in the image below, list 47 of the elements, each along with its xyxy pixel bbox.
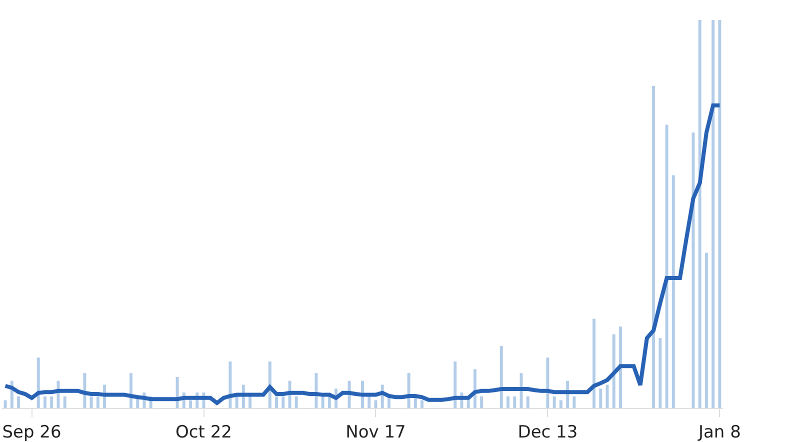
bar <box>374 400 378 408</box>
x-tick-label: Sep 26 <box>2 422 62 442</box>
bar <box>698 20 702 408</box>
bar <box>665 124 668 408</box>
bar <box>718 20 722 408</box>
bar <box>672 175 675 408</box>
bar <box>228 361 232 408</box>
bar <box>282 396 285 408</box>
bar <box>294 396 298 408</box>
bar <box>4 400 7 408</box>
bar <box>618 326 622 408</box>
bar <box>17 396 20 408</box>
bar <box>513 396 516 408</box>
bar <box>275 396 278 408</box>
bar <box>50 396 54 408</box>
bar <box>44 396 46 408</box>
bar <box>321 396 324 408</box>
bar <box>506 396 510 408</box>
bar <box>658 338 662 408</box>
bar <box>420 400 424 408</box>
x-tick-label: Dec 13 <box>518 422 578 442</box>
bar <box>526 396 530 408</box>
bar <box>368 396 371 408</box>
bar <box>559 400 562 408</box>
bar <box>63 396 66 408</box>
bar <box>96 396 100 408</box>
bar <box>328 396 331 408</box>
bar <box>552 396 556 408</box>
x-tick-label: Jan 8 <box>697 422 741 442</box>
bar <box>572 396 576 408</box>
bar <box>612 334 616 408</box>
bar <box>712 20 715 408</box>
bar <box>546 358 550 408</box>
bar <box>592 318 596 408</box>
bar <box>480 396 484 408</box>
bar <box>189 400 192 408</box>
bar <box>652 86 656 408</box>
bar <box>454 361 457 408</box>
bar <box>500 346 503 408</box>
x-tick-label: Nov 17 <box>346 422 406 442</box>
bar <box>599 388 602 408</box>
bar <box>704 252 708 408</box>
bar <box>248 396 252 408</box>
x-tick-label: Oct 22 <box>176 422 232 442</box>
bar <box>90 396 93 408</box>
bar <box>36 358 40 408</box>
bar <box>235 396 238 408</box>
